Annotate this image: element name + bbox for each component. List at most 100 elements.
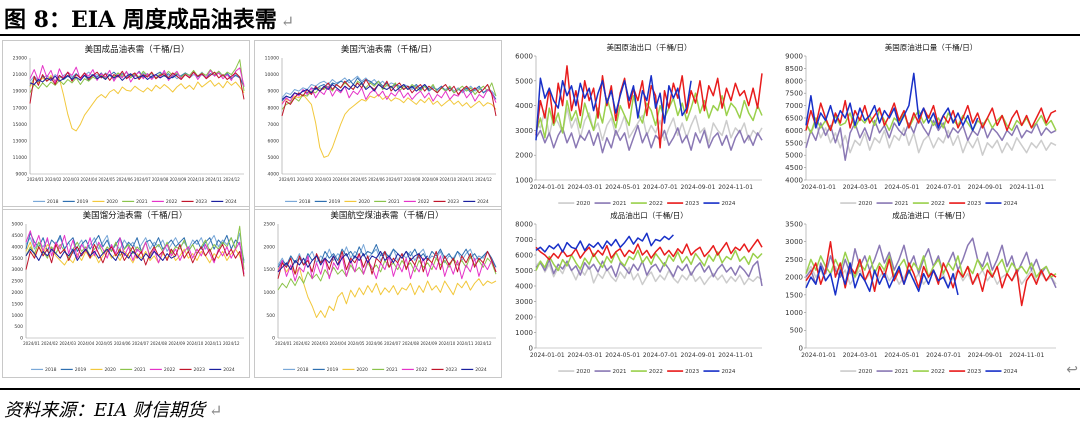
x-tick-label: 2024/09 bbox=[170, 177, 187, 182]
y-tick-label: 1000 bbox=[515, 329, 533, 337]
y-tick-label: 11000 bbox=[13, 155, 27, 161]
legend-label-2024: 2024 bbox=[223, 367, 235, 373]
y-tick-label: 8500 bbox=[785, 65, 803, 73]
series-line-2021 bbox=[535, 124, 763, 154]
y-tick-label: 4500 bbox=[12, 233, 24, 239]
x-tick-label: 2024/01 bbox=[23, 341, 40, 346]
y-tick-label: 3000 bbox=[785, 238, 803, 246]
x-tick-label: 2024-03-01 bbox=[843, 352, 878, 359]
y-tick-label: 15000 bbox=[13, 122, 27, 128]
x-tick-label: 2024/06 bbox=[114, 341, 131, 346]
x-tick-label: 2024/08 bbox=[402, 341, 419, 346]
series-line-2024 bbox=[805, 262, 959, 296]
y-tick-label: 6000 bbox=[515, 52, 533, 60]
x-tick-label: 2024/03 bbox=[59, 341, 76, 346]
x-tick-label: 2024/01 bbox=[27, 177, 44, 182]
x-tick-label: 2024-11-01 bbox=[718, 184, 753, 191]
series-line-2020 bbox=[535, 107, 763, 144]
x-tick-label: 2024/02 bbox=[297, 177, 314, 182]
y-tick-label: 3500 bbox=[12, 256, 24, 262]
chart-svg-p6: 美国航空煤油表需（千桶/日）250020001500100050002024/0… bbox=[254, 206, 502, 378]
legend-label-2022: 2022 bbox=[931, 369, 945, 375]
series-line-2022 bbox=[535, 92, 763, 139]
chart-title: 美国航空煤油表需（千桶/日） bbox=[330, 210, 443, 221]
y-tick-label: 23000 bbox=[13, 56, 27, 62]
legend-label-2023: 2023 bbox=[967, 369, 981, 375]
y-tick-label: 1000 bbox=[515, 176, 533, 184]
x-tick-label: 2024/12 bbox=[475, 341, 492, 346]
series-line-2020 bbox=[535, 260, 763, 286]
y-tick-label: 1000 bbox=[264, 290, 276, 296]
y-tick-label: 8000 bbox=[268, 105, 280, 111]
legend-label-2022: 2022 bbox=[416, 367, 428, 373]
y-tick-label: 4000 bbox=[12, 244, 24, 250]
legend-label-2020: 2020 bbox=[356, 367, 368, 373]
y-tick-label: 5000 bbox=[12, 222, 24, 228]
legend-label-2018: 2018 bbox=[299, 199, 311, 205]
y-tick-label: 2000 bbox=[785, 274, 803, 282]
source-text: 资料来源：EIA 财信期货 bbox=[4, 400, 205, 421]
legend-label-2020: 2020 bbox=[858, 201, 872, 207]
x-tick-label: 2024/04 bbox=[330, 341, 347, 346]
y-tick-label: 3000 bbox=[12, 267, 24, 273]
legend-label-2019: 2019 bbox=[75, 367, 87, 373]
y-tick-label: 9000 bbox=[785, 52, 803, 60]
x-tick-label: 2024-01-01 bbox=[530, 352, 565, 359]
chart-title: 美国汽油表需（千桶/日） bbox=[341, 44, 437, 55]
x-tick-label: 2024-09-01 bbox=[968, 184, 1003, 191]
y-tick-label: 6000 bbox=[515, 251, 533, 259]
x-tick-label: 2024/11 bbox=[457, 177, 474, 182]
x-tick-label: 2024/12 bbox=[223, 177, 240, 182]
series-line-2023 bbox=[281, 79, 497, 117]
x-tick-label: 2024-05-01 bbox=[605, 184, 640, 191]
legend-label-2020: 2020 bbox=[576, 201, 590, 207]
y-tick-label: 6000 bbox=[785, 127, 803, 135]
return-arrow-icon: ↩ bbox=[1066, 362, 1078, 378]
y-tick-label: 4000 bbox=[268, 172, 280, 178]
bottom-rule bbox=[0, 388, 1080, 390]
series-line-2021 bbox=[25, 225, 245, 270]
chart-panel-crude-imports: 美国原油进口量（千桶/日） 9000 8500 8000 7500 7000 6500 600… bbox=[780, 40, 1064, 212]
legend-label-2021: 2021 bbox=[895, 201, 909, 207]
x-tick-label: 2024/09 bbox=[422, 177, 439, 182]
x-tick-label: 2024-07-01 bbox=[643, 352, 678, 359]
y-tick-label: 500 bbox=[266, 313, 275, 319]
y-tick-label: 0 bbox=[20, 336, 23, 342]
y-tick-label: 1000 bbox=[785, 309, 803, 317]
y-tick-label: 5000 bbox=[515, 77, 533, 85]
y-tick-label: 0 bbox=[529, 344, 533, 352]
y-tick-label: 21000 bbox=[13, 72, 27, 78]
legend-label-2023: 2023 bbox=[448, 199, 460, 205]
y-tick-label: 0 bbox=[799, 344, 803, 352]
chart-title: 成品油进口（千桶/日） bbox=[892, 210, 970, 220]
legend-label-2023: 2023 bbox=[967, 201, 981, 207]
x-tick-label: 2024/08 bbox=[152, 177, 169, 182]
legend-label-2024: 2024 bbox=[477, 199, 489, 205]
legend-label-2022: 2022 bbox=[649, 201, 663, 207]
x-tick-label: 2024/10 bbox=[187, 341, 204, 346]
y-tick-label: 7000 bbox=[785, 102, 803, 110]
y-tick-label: 3000 bbox=[515, 298, 533, 306]
x-tick-label: 2024-05-01 bbox=[884, 184, 919, 191]
chart-title: 美国馏分油表需（千桶/日） bbox=[83, 210, 188, 221]
x-tick-label: 2024-03-01 bbox=[568, 184, 603, 191]
y-tick-label: 2000 bbox=[515, 152, 533, 160]
legend-label-2024: 2024 bbox=[225, 199, 237, 205]
y-tick-label: 2000 bbox=[264, 244, 276, 250]
chart-panel-product-imports: 成品油进口（千桶/日） 3500 3000 2500 2000 1500 1000 500 0 2… bbox=[780, 208, 1064, 380]
legend-label-2019: 2019 bbox=[77, 199, 89, 205]
y-tick-label: 7500 bbox=[785, 90, 803, 98]
x-tick-label: 2024-11-01 bbox=[718, 352, 753, 359]
x-tick-label: 2024/11 bbox=[457, 341, 474, 346]
x-tick-label: 2024/07 bbox=[134, 177, 151, 182]
legend-label-2021: 2021 bbox=[134, 367, 146, 373]
legend-label-2021: 2021 bbox=[386, 367, 398, 373]
legend-label-2020: 2020 bbox=[104, 367, 116, 373]
y-tick-label: 4000 bbox=[515, 282, 533, 290]
figure-title: 图 8：EIA 周度成品油表需 ↵ bbox=[4, 2, 294, 34]
legend-label-2024: 2024 bbox=[475, 367, 487, 373]
legend-label-2022: 2022 bbox=[649, 369, 663, 375]
legend-label-2021: 2021 bbox=[895, 369, 909, 375]
x-tick-label: 2024-03-01 bbox=[568, 352, 603, 359]
y-tick-label: 4000 bbox=[785, 176, 803, 184]
